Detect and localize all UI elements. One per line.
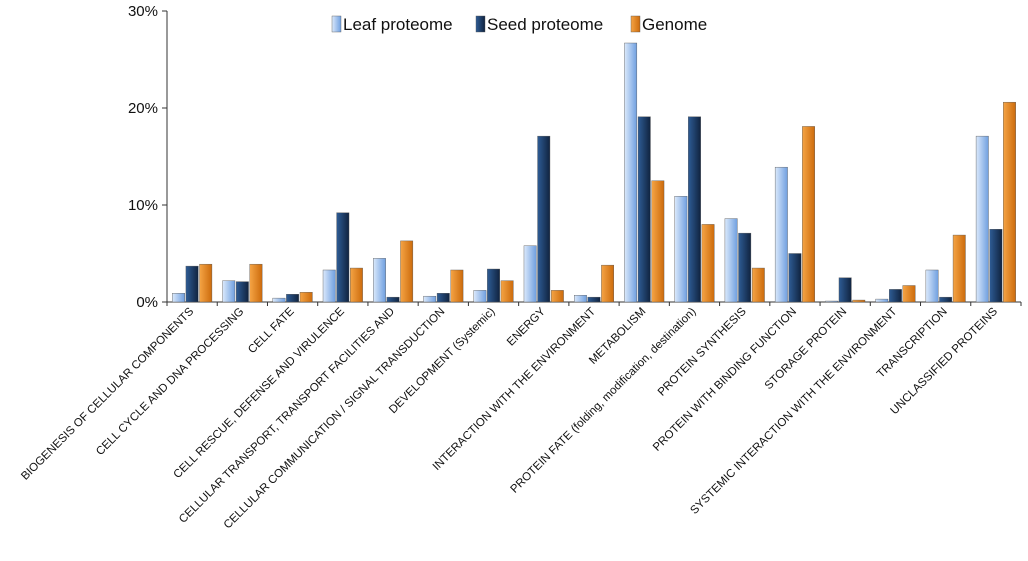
bar-seed-proteome — [587, 296, 601, 303]
y-tick-label: 10% — [128, 197, 158, 214]
bar-leaf-proteome — [574, 295, 587, 303]
bar-leaf-proteome — [322, 269, 336, 303]
bars-group — [166, 42, 1022, 306]
category-label: PROTEIN FATE (folding, modification, des… — [509, 306, 699, 496]
bar-seed-proteome — [286, 294, 299, 303]
bar-genome — [701, 224, 715, 303]
legend-swatch — [331, 15, 342, 33]
legend-swatch — [475, 15, 486, 33]
bar-seed-proteome — [989, 229, 1003, 303]
bar-leaf-proteome — [975, 135, 989, 303]
bar-seed-proteome — [939, 296, 953, 303]
bar-leaf-proteome — [222, 280, 236, 303]
bar-seed-proteome — [185, 265, 199, 303]
bar-genome — [802, 126, 815, 303]
category-label: STORAGE PROTEIN — [763, 306, 850, 393]
bar-leaf-proteome — [674, 196, 688, 303]
bar-genome — [601, 264, 615, 303]
bar-leaf-proteome — [825, 300, 838, 303]
category-label: BIOGENESIS OF CELLULAR COMPONENTS — [19, 305, 196, 482]
legend-label: Leaf proteome — [343, 15, 453, 34]
bar-seed-proteome — [688, 116, 701, 303]
bar-seed-proteome — [487, 268, 500, 303]
bar-seed-proteome — [386, 296, 400, 303]
bar-leaf-proteome — [724, 218, 738, 303]
bar-leaf-proteome — [875, 298, 889, 303]
bar-leaf-proteome — [774, 166, 788, 303]
bar-genome — [902, 285, 916, 303]
bar-seed-proteome — [235, 281, 249, 303]
y-axis-ticks: 0% 10% 20% 30% — [128, 3, 167, 311]
bar-genome — [651, 180, 665, 303]
bar-seed-proteome — [838, 277, 852, 303]
bar-leaf-proteome — [523, 245, 537, 303]
bar-leaf-proteome — [624, 42, 638, 303]
category-label: ENERGY — [505, 305, 548, 348]
category-label: PROTEIN SYNTHESIS — [656, 305, 749, 398]
bar-seed-proteome — [788, 253, 802, 303]
category-label: DEVELOPMENT (Systemic) — [387, 306, 498, 417]
bar-genome — [299, 292, 313, 303]
category-label: CELL FATE — [246, 305, 297, 356]
bar-leaf-proteome — [172, 293, 185, 303]
bar-seed-proteome — [889, 289, 902, 303]
bar-genome — [249, 263, 263, 303]
bar-seed-proteome — [436, 293, 450, 303]
y-tick-label: 20% — [128, 100, 158, 117]
category-label: UNCLASSIFIED PROTEINS — [888, 305, 1000, 417]
y-tick-label: 0% — [136, 294, 158, 311]
bar-leaf-proteome — [423, 295, 437, 303]
bar-genome — [952, 234, 966, 303]
legend-label: Genome — [642, 15, 707, 34]
bar-genome — [199, 263, 213, 303]
bar-genome — [852, 299, 866, 303]
bar-genome — [500, 280, 514, 303]
bar-seed-proteome — [336, 212, 350, 303]
y-tick-label: 30% — [128, 3, 158, 20]
bar-genome — [350, 267, 363, 303]
bar-genome — [450, 269, 464, 303]
category-label: CELL RESCUE, DEFENSE AND VIRULENCE — [172, 305, 348, 481]
legend-swatch — [630, 15, 641, 33]
bar-genome — [400, 240, 414, 303]
bar-seed-proteome — [637, 116, 651, 303]
bar-leaf-proteome — [473, 290, 487, 303]
bar-genome — [550, 290, 564, 303]
bar-seed-proteome — [738, 232, 752, 303]
bar-leaf-proteome — [925, 269, 939, 303]
bar-seed-proteome — [537, 135, 551, 303]
legend-label: Seed proteome — [487, 15, 603, 34]
bar-genome — [1003, 101, 1016, 303]
bar-leaf-proteome — [373, 258, 386, 303]
legend: Leaf proteome Seed proteome Genome — [331, 15, 707, 34]
bar-genome — [751, 267, 765, 303]
bar-leaf-proteome — [272, 297, 286, 303]
